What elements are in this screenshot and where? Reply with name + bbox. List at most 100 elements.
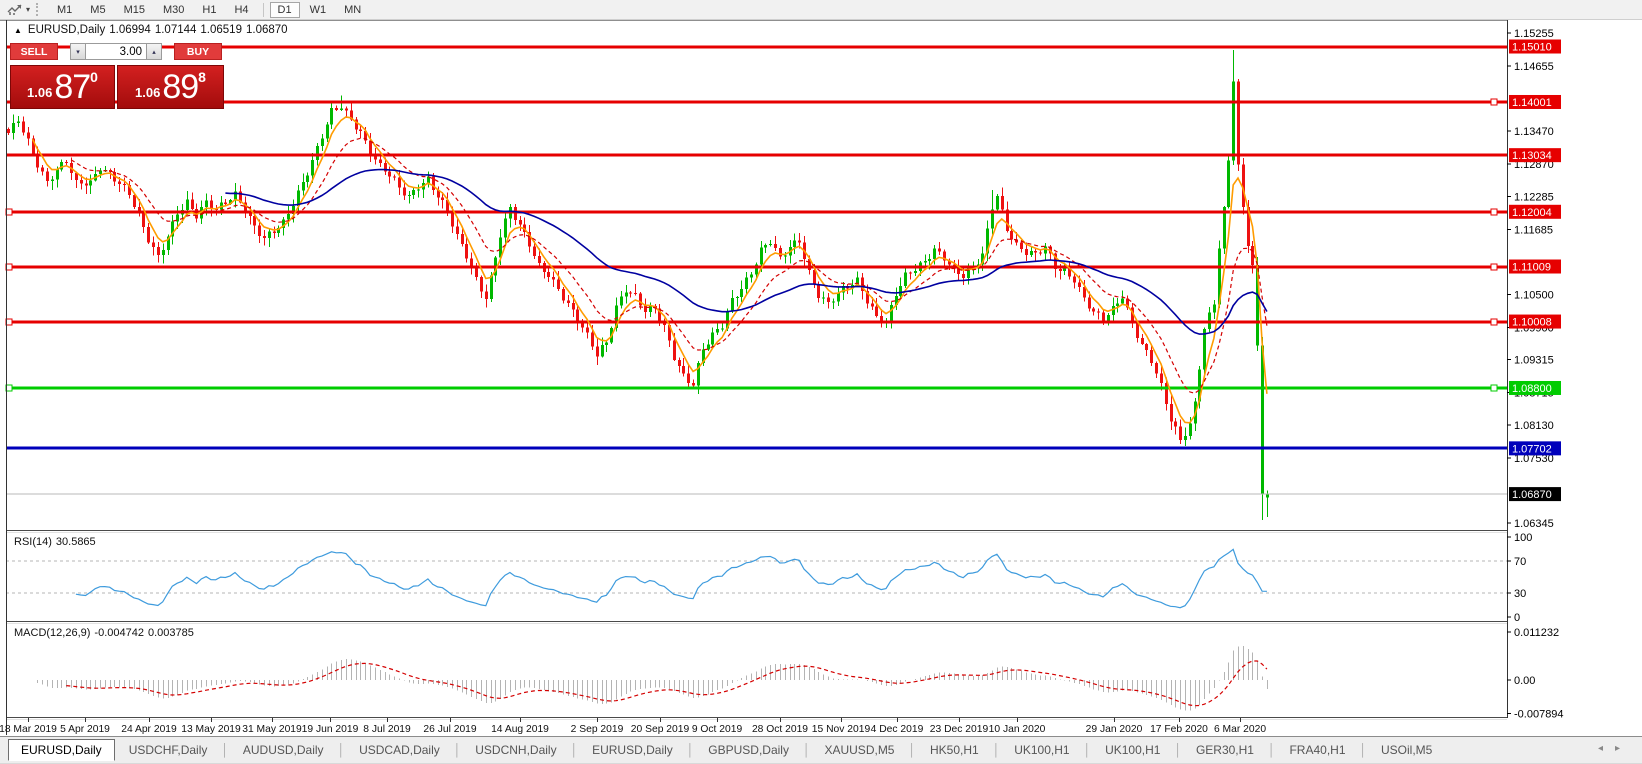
tab-separator: │: [1083, 743, 1092, 757]
svg-text:1.15255: 1.15255: [1514, 28, 1554, 40]
svg-text:1.14655: 1.14655: [1514, 61, 1554, 73]
tab-hk50-h1[interactable]: HK50,H1: [929, 743, 979, 757]
volume-input[interactable]: [86, 43, 146, 60]
svg-text:1.12004: 1.12004: [1512, 207, 1552, 219]
svg-text:1.06870: 1.06870: [1512, 489, 1552, 501]
chart-title: ▲ EURUSD,Daily 1.06994 1.07144 1.06519 1.0687…: [14, 24, 292, 36]
macd-indicator-label: MACD(12,26,9) -0.004742 0.003785: [14, 627, 198, 639]
svg-text:26 Jul 2019: 26 Jul 2019: [423, 724, 477, 735]
svg-text:1.14001: 1.14001: [1512, 97, 1552, 109]
tab-usdchf-daily[interactable]: USDCHF,Daily: [128, 743, 208, 757]
svg-text:1.07702: 1.07702: [1512, 443, 1552, 455]
tab-fra40-h1[interactable]: FRA40,H1: [1289, 743, 1346, 757]
sell-price-big: 87: [54, 68, 91, 106]
tab-separator: │: [221, 743, 229, 757]
macd-signal-value: 0.003785: [147, 627, 194, 639]
tab-separator: │: [1359, 743, 1368, 757]
ohlc-low: 1.06519: [200, 24, 242, 36]
svg-text:1.13470: 1.13470: [1514, 126, 1554, 138]
tab-separator: │: [992, 743, 1001, 757]
panel-frames: [0, 20, 1642, 735]
rsi-indicator-label: RSI(14) 30.5865: [14, 536, 100, 548]
sell-price-sup: 0: [90, 69, 98, 85]
tab-separator: │: [570, 743, 579, 757]
svg-text:100: 100: [1514, 532, 1532, 544]
svg-text:19 Jun 2019: 19 Jun 2019: [302, 724, 359, 735]
tab-usdcad-daily[interactable]: USDCAD,Daily: [359, 743, 440, 757]
svg-text:6 Mar 2020: 6 Mar 2020: [1214, 724, 1266, 735]
tab-uk100-h1[interactable]: UK100,H1: [1014, 743, 1070, 757]
sell-price-prefix: 1.06: [27, 84, 53, 100]
one-click-trading-panel: SELL ▾ ▴ BUY 1.06 87 0 1.06 89 8: [10, 43, 224, 109]
buy-button[interactable]: BUY: [174, 43, 222, 60]
svg-text:1.10500: 1.10500: [1514, 289, 1554, 301]
volume-decrease-button[interactable]: ▾: [70, 43, 86, 60]
svg-text:1.12870: 1.12870: [1514, 159, 1554, 171]
tab-uk100-h1[interactable]: UK100,H1: [1105, 743, 1161, 757]
rsi-value: 30.5865: [55, 536, 96, 548]
toolbar-grip[interactable]: [36, 3, 42, 16]
svg-text:20 Sep 2019: 20 Sep 2019: [631, 724, 690, 735]
tab-ger30-h1[interactable]: GER30,H1: [1195, 743, 1254, 757]
svg-text:1.11009: 1.11009: [1512, 262, 1551, 274]
svg-text:5 Apr 2019: 5 Apr 2019: [60, 724, 110, 735]
tab-scroll-left-icon: ◂: [1597, 743, 1615, 754]
svg-text:1.06345: 1.06345: [1514, 518, 1554, 530]
svg-text:70: 70: [1514, 556, 1526, 568]
tab-separator: │: [686, 743, 695, 757]
svg-text:4 Dec 2019: 4 Dec 2019: [871, 724, 924, 735]
tab-scroll-arrows[interactable]: ◂▸: [1598, 743, 1632, 754]
volume-increase-button[interactable]: ▴: [146, 43, 162, 60]
chevron-down-icon[interactable]: ▾: [26, 5, 31, 14]
macd-value: -0.004742: [94, 627, 144, 639]
timeframe-button-h1[interactable]: H1: [202, 3, 217, 16]
tab-eurusd-daily[interactable]: EURUSD,Daily: [592, 743, 673, 757]
tab-separator: │: [802, 743, 811, 757]
tab-separator: │: [908, 743, 916, 757]
timeframe-button-m5[interactable]: M5: [90, 3, 106, 16]
svg-text:28 Oct 2019: 28 Oct 2019: [752, 724, 808, 735]
timeframe-button-mn[interactable]: MN: [344, 3, 362, 16]
candles-layer: [7, 49, 1269, 520]
tab-xauusd-m5[interactable]: XAUUSD,M5: [824, 743, 895, 757]
svg-text:18 Mar 2019: 18 Mar 2019: [0, 724, 57, 735]
svg-text:17 Feb 2020: 17 Feb 2020: [1150, 724, 1208, 735]
tab-usoil-m5[interactable]: USOil,M5: [1381, 743, 1433, 757]
buy-price-big: 89: [162, 68, 199, 106]
tab-gbpusd-daily[interactable]: GBPUSD,Daily: [708, 743, 789, 757]
timeframe-button-m30[interactable]: M30: [162, 3, 185, 16]
tab-usdcnh-daily[interactable]: USDCNH,Daily: [475, 743, 557, 757]
chart-tab-bar: EURUSD,Daily USDCHF,Daily │ AUDUSD,Daily │ US…: [0, 736, 1642, 764]
collapse-triangle-icon[interactable]: ▲: [14, 26, 22, 35]
horizontal-level-lines[interactable]: [5, 45, 1507, 450]
svg-text:1.10008: 1.10008: [1512, 317, 1552, 329]
svg-text:30: 30: [1514, 588, 1526, 600]
sell-price-box[interactable]: 1.06 87 0: [10, 65, 115, 109]
svg-text:23 Dec 2019: 23 Dec 2019: [930, 724, 989, 735]
macd-name: MACD(12,26,9): [14, 627, 91, 639]
svg-text:24 Apr 2019: 24 Apr 2019: [121, 724, 177, 735]
rsi-name: RSI(14): [14, 536, 52, 548]
tab-audusd-daily[interactable]: AUDUSD,Daily: [242, 743, 324, 757]
tab-eurusd-daily[interactable]: EURUSD,Daily: [8, 739, 115, 761]
time-axis[interactable]: 18 Mar 2019 5 Apr 2019 24 Apr 2019 13 May 2…: [0, 718, 1266, 735]
price-axis[interactable]: 1.15255 1.14655 1.13470 1.12870 1.12285 1.116…: [1507, 20, 1642, 721]
ohlc-open: 1.06994: [109, 24, 151, 36]
ohlc-close: 1.06870: [245, 24, 288, 36]
timeframe-buttons: M1 M5 M15 M30 H1 H4 D1 W1 MN: [48, 1, 370, 18]
chart-cursor-icon[interactable]: [4, 2, 26, 17]
timeframe-button-d1[interactable]: D1: [269, 1, 300, 18]
timeframe-button-w1[interactable]: W1: [309, 3, 327, 16]
buy-price-box[interactable]: 1.06 89 8: [117, 65, 224, 109]
rsi-plot: [6, 548, 1507, 609]
timeframe-button-h4[interactable]: H4: [234, 3, 249, 16]
svg-text:15 Nov 2019: 15 Nov 2019: [812, 724, 871, 735]
chart-window: 1.15255 1.14655 1.13470 1.12870 1.12285 1.116…: [0, 20, 1642, 736]
svg-text:14 Aug 2019: 14 Aug 2019: [491, 724, 549, 735]
timeframe-button-m15[interactable]: M15: [123, 3, 145, 16]
buy-price-prefix: 1.06: [135, 84, 161, 100]
svg-text:31 May 2019: 31 May 2019: [242, 724, 302, 735]
timeframe-button-m1[interactable]: M1: [57, 3, 73, 16]
sell-button[interactable]: SELL: [10, 43, 58, 60]
